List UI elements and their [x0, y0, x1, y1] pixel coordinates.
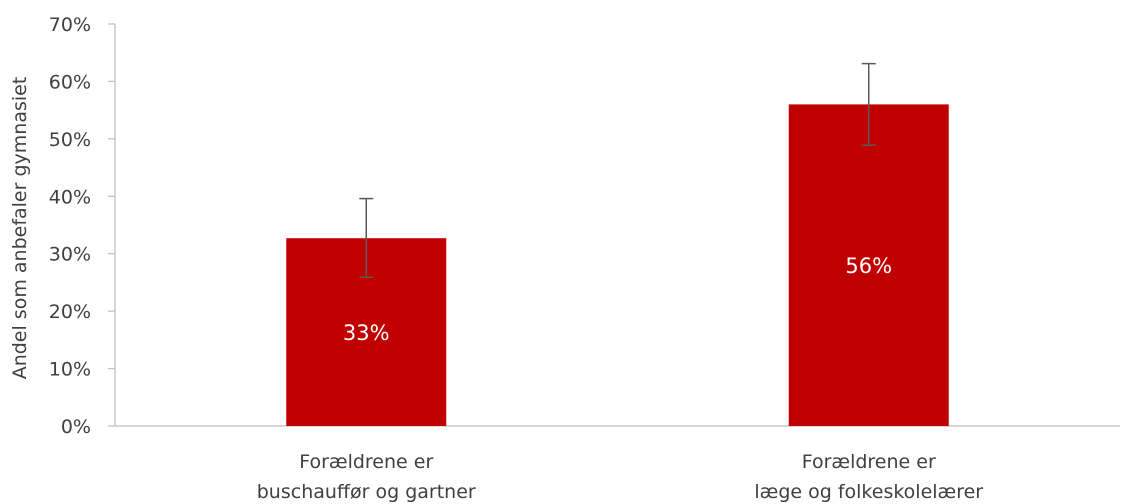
y-axis: 0% 10% 20% 30% 40% 50% 60% 70%	[49, 14, 116, 438]
y-tick-label: 30%	[49, 244, 91, 266]
error-bar	[359, 197, 374, 279]
y-tick-label: 20%	[49, 301, 91, 323]
error-bar	[861, 62, 876, 146]
y-tick-label: 40%	[49, 186, 91, 208]
y-tick-label: 0%	[61, 416, 91, 438]
y-tick-label: 10%	[49, 359, 91, 381]
x-category-label: buschauffør og gartner	[257, 481, 476, 503]
bar-data-label: 33%	[343, 321, 390, 345]
x-category-label: læge og folkeskolelærer	[754, 481, 983, 503]
error-bars	[359, 62, 876, 279]
y-tick-label: 70%	[49, 14, 91, 36]
x-category-label: Forældrene er	[802, 451, 936, 473]
bar-data-label: 56%	[845, 254, 892, 278]
x-category-label: Forældrene er	[299, 451, 433, 473]
x-axis: Forældrene er buschauffør og gartner Foræl…	[115, 425, 1120, 503]
data-labels: 33% 56%	[343, 254, 892, 345]
y-tick-label: 60%	[49, 71, 91, 93]
bar	[788, 104, 949, 427]
y-tick-label: 50%	[49, 129, 91, 151]
y-axis-title: Andel som anbefaler gymnasiet	[9, 77, 31, 380]
